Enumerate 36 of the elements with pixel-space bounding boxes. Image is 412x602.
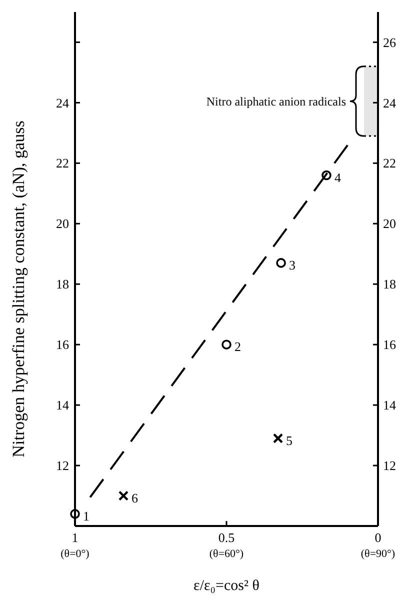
band-label: Nitro aliphatic anion radicals	[206, 94, 346, 108]
x-tick-label: 0.5	[218, 530, 235, 545]
y2-tick-label: 20	[383, 216, 396, 232]
point	[70, 509, 80, 519]
x-tick-label: 1	[72, 530, 78, 545]
y2-tick-label: 26	[383, 34, 396, 50]
y2-tick-label: 14	[383, 398, 396, 413]
point	[222, 340, 232, 350]
y2-tick-label: 24	[383, 95, 396, 110]
annotation: 2	[234, 339, 241, 354]
annotation: 1	[83, 508, 90, 524]
point	[118, 490, 129, 501]
text: (θ=90°)	[360, 548, 396, 560]
annotation: 3	[289, 258, 296, 273]
point	[276, 258, 286, 268]
annotation: 5	[286, 432, 293, 448]
y2-tick-label: 12	[383, 458, 396, 474]
x-axis-title: ε/ε₀=cos² θ	[194, 578, 260, 594]
y2-tick-label: 16	[383, 337, 396, 352]
annotation: 4	[334, 170, 342, 185]
y-tick-label: 22	[56, 156, 69, 171]
y2-tick-label: 22	[383, 156, 396, 171]
y-tick-label: 16	[56, 337, 70, 352]
y-tick-label: 12	[56, 458, 69, 474]
y-tick-label: 20	[56, 216, 69, 232]
x-tick-label: 0	[374, 530, 382, 545]
y-tick-label: 24	[56, 95, 70, 110]
point	[322, 170, 332, 180]
text: (θ=0°)	[60, 548, 90, 560]
annotation: 6	[131, 490, 138, 506]
y-axis-title: Nitrogen hyperfine splitting constant, (aN), gauss	[9, 120, 28, 458]
y-tick-label: 18	[56, 276, 69, 292]
y-tick-label: 14	[56, 398, 70, 413]
text: (θ=60°)	[209, 548, 244, 560]
y2-tick-label: 18	[383, 276, 396, 292]
point	[272, 433, 284, 444]
